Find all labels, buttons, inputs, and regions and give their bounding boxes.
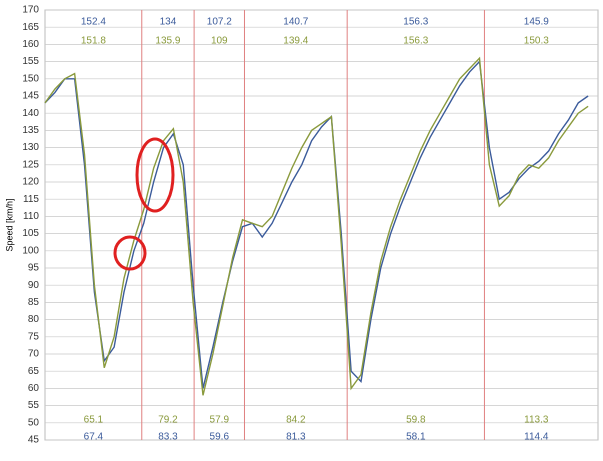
y-tick-label: 75 [28,331,40,342]
section-max-label: 156.3 [403,17,428,28]
section-max-label: 109 [211,36,228,47]
y-axis-label: Speed [km/h] [4,198,14,251]
section-max-label: 150.3 [524,36,549,47]
y-tick-label: 160 [22,39,39,50]
y-tick-label: 50 [28,417,40,428]
y-tick-label: 100 [22,245,39,256]
section-min-label: 79.2 [158,415,178,426]
y-tick-label: 130 [22,142,39,153]
section-max-label: 135.9 [155,36,180,47]
y-tick-label: 85 [28,297,40,308]
section-min-label: 57.9 [210,415,230,426]
y-tick-label: 115 [23,194,39,205]
y-tick-label: 65 [28,366,40,377]
section-max-label: 152.4 [81,17,106,28]
y-tick-label: 105 [22,228,39,239]
y-tick-label: 95 [28,263,40,274]
y-tick-label: 170 [22,5,39,16]
section-max-label: 107.2 [207,17,232,28]
section-min-label: 59.6 [210,432,230,443]
section-min-label: 83.3 [158,432,178,443]
y-tick-label: 125 [22,159,39,170]
section-min-label: 58.1 [406,432,426,443]
section-min-label: 67.4 [84,432,104,443]
y-tick-label: 155 [22,56,39,67]
section-min-label: 84.2 [286,415,306,426]
section-max-label: 134 [160,17,177,28]
y-tick-label: 90 [28,280,40,291]
y-tick-label: 120 [22,177,39,188]
speed-line [44,56,589,396]
section-max-label: 145.9 [524,17,549,28]
plot-frame [44,9,599,441]
section-max-label: 140.7 [283,17,308,28]
y-tick-label: 55 [28,400,40,411]
y-tick-label: 60 [28,383,40,394]
speed-line [44,60,589,389]
plot-layer: 45 50 55 60 65 70 75 80 85 90 95 100 105 110 115 120 125… [22,5,598,446]
section-max-label: 139.4 [283,36,308,47]
y-tick-label: 140 [22,108,39,119]
y-tick-label: 165 [22,22,39,33]
y-tick-label: 110 [23,211,39,222]
section-min-label: 65.1 [84,415,104,426]
section-min-label: 59.8 [406,415,426,426]
section-min-label: 81.3 [286,432,306,443]
section-min-label: 113.3 [524,415,549,426]
annotation-circle [135,137,175,213]
y-tick-label: 135 [22,125,39,136]
section-max-label: 156.3 [403,36,428,47]
y-tick-label: 150 [22,73,39,84]
y-tick-label: 70 [28,349,40,360]
annotation-circle [113,235,147,271]
y-tick-label: 145 [22,91,39,102]
y-tick-label: 80 [28,314,40,325]
section-max-label: 151.8 [81,36,106,47]
y-tick-label: 45 [28,435,40,446]
section-min-label: 114.4 [524,432,549,443]
